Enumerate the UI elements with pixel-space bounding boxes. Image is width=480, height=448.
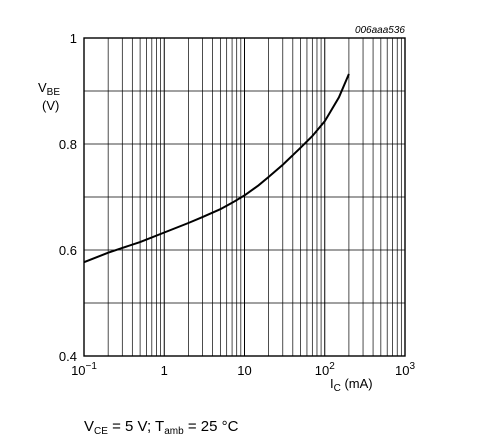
plot-frame bbox=[83, 37, 406, 357]
y-tick-label: 0.8 bbox=[59, 137, 77, 152]
x-tick-label: 10 bbox=[237, 363, 251, 378]
y-axis-unit: (V) bbox=[42, 98, 59, 113]
y-axis-label: VBE bbox=[38, 80, 60, 98]
y-tick-label: 1 bbox=[70, 31, 77, 46]
x-tick-label: 103 bbox=[395, 361, 415, 378]
x-tick-label: 1 bbox=[161, 363, 168, 378]
figure-code-label: 006aaa536 bbox=[355, 25, 405, 36]
grid-lines bbox=[84, 38, 405, 356]
x-tick-label: 10−1 bbox=[71, 361, 97, 378]
y-tick-label: 0.6 bbox=[59, 243, 77, 258]
y-tick-label: 0.4 bbox=[59, 349, 77, 364]
x-tick-labels: 10−1 1 10 102 103 bbox=[71, 361, 415, 378]
x-axis-label: IC (mA) bbox=[330, 376, 373, 394]
series-line-vbe bbox=[83, 73, 350, 264]
x-tick-label: 102 bbox=[315, 361, 335, 378]
y-tick-labels: 0.4 0.6 0.8 1 bbox=[59, 31, 77, 364]
test-conditions: VCE = 5 V; Tamb = 25 °C bbox=[84, 418, 239, 437]
